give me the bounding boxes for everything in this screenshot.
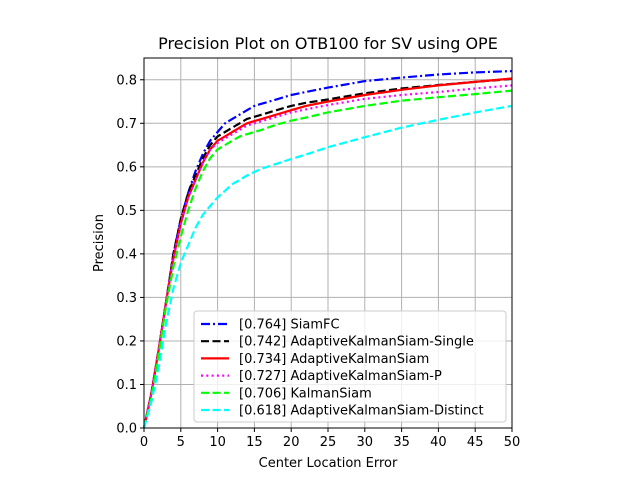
x-tick-label: 10: [209, 435, 226, 450]
series-line-adaptivekalmansiam-p: [142, 84, 513, 429]
y-axis-label: Precision: [92, 214, 107, 272]
legend: [0.764] SiamFC [0.742] AdaptiveKalmanSiam…: [193, 310, 507, 423]
x-axis-label: Center Location Error: [259, 456, 398, 471]
legend-label-kalmansiam: [0.706] KalmanSiam: [239, 386, 372, 401]
x-tick-label: 40: [430, 435, 447, 450]
y-tick-label: 0.5: [116, 204, 137, 219]
series-line-adaptivekalmansiam-single: [142, 77, 513, 429]
x-tick-label: 45: [467, 435, 484, 450]
y-tick-label: 0.6: [116, 160, 137, 175]
legend-label-siamfc: [0.764] SiamFC: [239, 318, 340, 333]
y-tick-label: 0.2: [116, 334, 137, 349]
series-line-adaptivekalmansiam-distinct: [142, 104, 513, 429]
x-tick-label: 30: [357, 435, 374, 450]
legend-frame: [193, 310, 507, 423]
x-tick-label: 5: [177, 435, 185, 450]
x-tick-label: 20: [283, 435, 300, 450]
y-tick-label: 0.8: [116, 73, 137, 88]
x-tick-label: 50: [504, 435, 521, 450]
x-tick-label: 15: [246, 435, 263, 450]
legend-label-adaptivekalmansiam: [0.734] AdaptiveKalmanSiam: [239, 352, 429, 367]
y-axis-ticks: 0.0 0.1 0.2 0.3 0.4 0.5 0.6 0.7 0.8: [116, 73, 144, 437]
legend-label-adaptivekalmansiam-single: [0.742] AdaptiveKalmanSiam-Single: [239, 335, 474, 350]
legend-label-adaptivekalmansiam-p: [0.727] AdaptiveKalmanSiam-P: [239, 369, 442, 384]
x-tick-label: 0: [140, 435, 148, 450]
x-tick-label: 35: [393, 435, 410, 450]
series-line-adaptivekalmansiam: [142, 77, 513, 429]
series-lines: [142, 70, 513, 429]
y-tick-label: 0.1: [116, 378, 137, 393]
y-tick-label: 0.0: [116, 422, 137, 437]
x-axis-ticks: 0 5 10 15 20 25 30 35 40 45 50: [140, 428, 520, 450]
y-tick-label: 0.3: [116, 291, 137, 306]
chart-title: Precision Plot on OTB100 for SV using OP…: [158, 34, 498, 53]
y-tick-label: 0.4: [116, 247, 137, 262]
legend-label-adaptivekalmansiam-distinct: [0.618] AdaptiveKalmanSiam-Distinct: [239, 404, 484, 419]
y-tick-label: 0.7: [116, 117, 137, 132]
x-tick-label: 25: [320, 435, 337, 450]
series-line-kalmansiam: [142, 89, 513, 429]
